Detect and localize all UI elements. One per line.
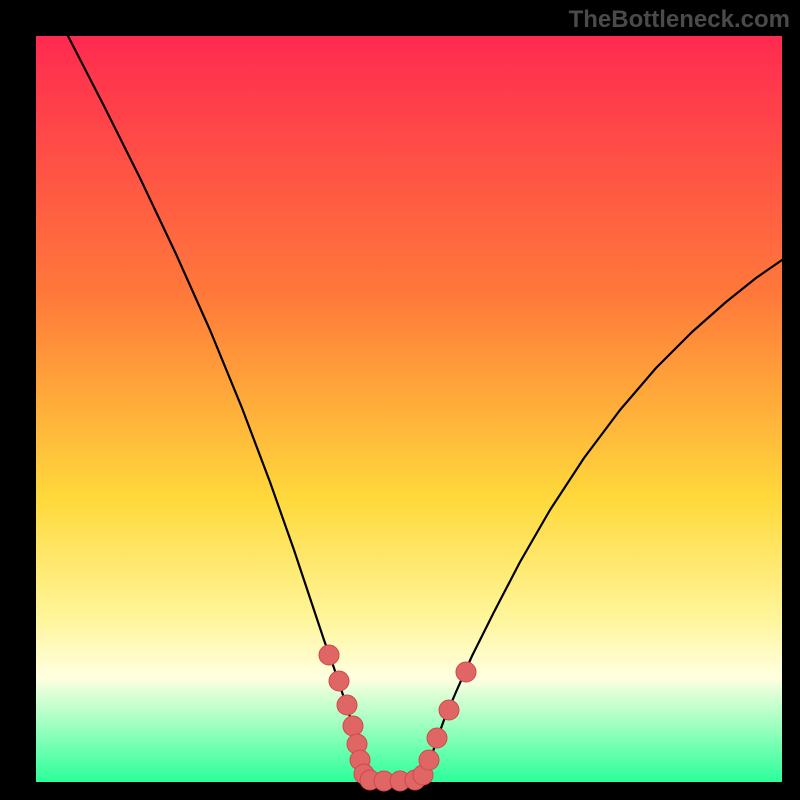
- watermark-text: TheBottleneck.com: [569, 6, 790, 34]
- plot-area: [36, 36, 782, 782]
